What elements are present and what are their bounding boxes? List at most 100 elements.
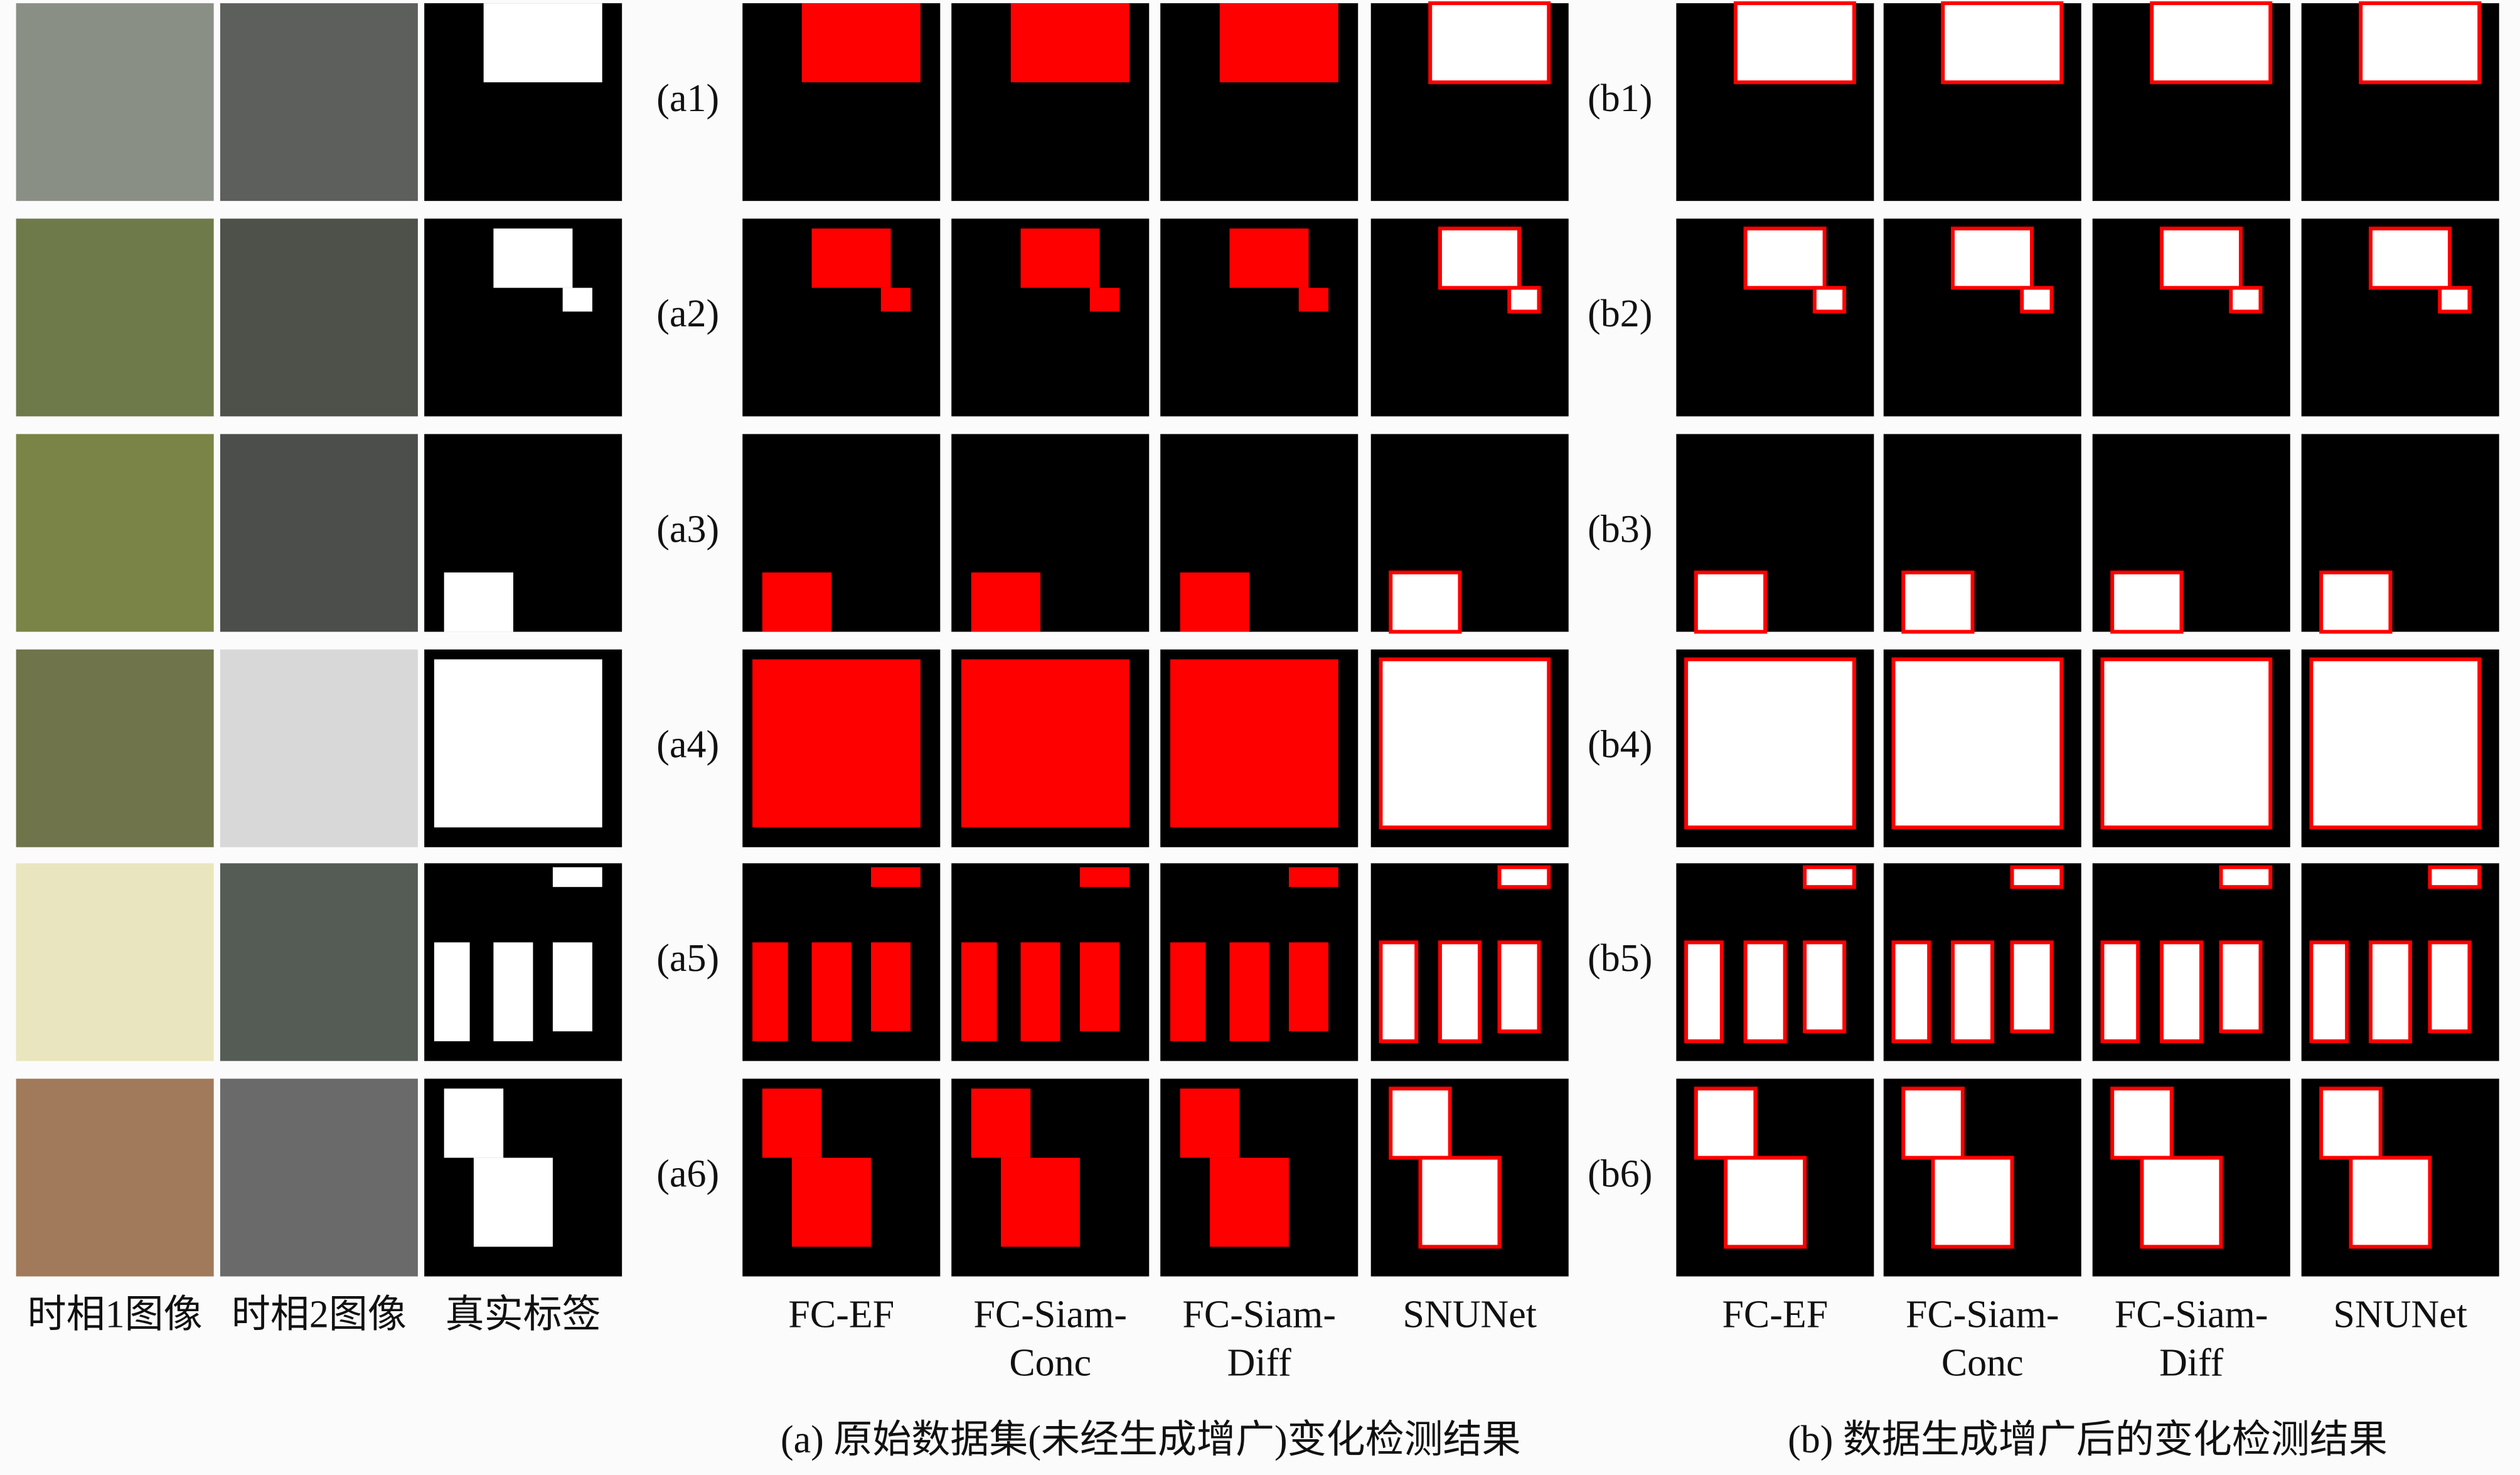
photo-t1 (16, 218, 214, 417)
column-label: FC-Siam- (1906, 1293, 2059, 1336)
row-label: (b4) (1588, 723, 1652, 766)
mask-region (1080, 942, 1120, 1032)
mask-region (880, 287, 911, 312)
mask-region (2159, 227, 2243, 290)
mask-region (1497, 940, 1541, 1034)
photo-t2 (220, 649, 418, 847)
mask-region (444, 1088, 504, 1158)
mask-region (552, 942, 592, 1032)
row-label: (a6) (656, 1152, 719, 1195)
caption: (b) 数据生成增广后的变化检测结果 (1788, 1419, 2388, 1461)
column-label: FC-Siam- (1182, 1293, 1336, 1336)
mask-region (1089, 287, 1120, 312)
mask-region (1219, 3, 1338, 83)
mask-region (971, 572, 1041, 632)
mask-region (1379, 657, 1551, 830)
mask-region (2368, 227, 2452, 290)
column-label: SNUNet (1402, 1293, 1537, 1336)
mask-region (444, 572, 513, 632)
mask-region (1438, 940, 1482, 1043)
row-label: (a3) (656, 508, 719, 550)
mask-region (493, 228, 573, 288)
mask-region (2110, 571, 2184, 634)
mask-region (2438, 286, 2472, 314)
mask-region (2100, 657, 2273, 830)
mask-region (483, 3, 602, 83)
mask-region (1020, 228, 1100, 288)
mask-region (811, 228, 891, 288)
mask-region (2140, 1156, 2223, 1249)
mask-region (1724, 1156, 1807, 1249)
mask-region (1497, 865, 1551, 889)
mask-region (811, 942, 852, 1041)
mask-region (1229, 942, 1269, 1041)
column-label: FC-EF (788, 1293, 894, 1336)
mask-region (1389, 1086, 1452, 1160)
mask-region (1891, 657, 2064, 830)
mask-region (961, 942, 997, 1041)
mask-region (1229, 228, 1309, 288)
mask-region (1941, 1, 2064, 85)
mask-region (2100, 940, 2140, 1043)
mask-region (1694, 1086, 1758, 1160)
photo-t1 (16, 1078, 214, 1277)
mask-region (1288, 942, 1328, 1032)
mask-region (552, 867, 602, 888)
mask-region (2319, 571, 2393, 634)
mask-region (1379, 940, 1419, 1043)
mask-region (1010, 3, 1129, 83)
mask-region (1180, 572, 1249, 632)
photo-t2 (220, 863, 418, 1061)
photo-t2 (220, 3, 418, 201)
mask-region (2219, 940, 2263, 1034)
mask-region (1298, 287, 1328, 312)
mask-region (1901, 1086, 1965, 1160)
photo-t2 (220, 1078, 418, 1277)
mask-region (1951, 940, 1995, 1043)
row-label: (a1) (656, 77, 719, 120)
mask-region (762, 1088, 822, 1158)
mask-region (752, 942, 788, 1041)
mask-region (473, 1157, 553, 1247)
column-label: 真实标签 (446, 1293, 601, 1336)
mask-region (562, 287, 592, 312)
column-label: Diff (1227, 1341, 1292, 1384)
column-label: FC-Siam- (973, 1293, 1127, 1336)
mask-region (1931, 1156, 2014, 1249)
mask-region (1001, 1157, 1081, 1247)
row-label: (b5) (1588, 937, 1652, 980)
mask-region (434, 659, 602, 828)
mask-region (1438, 227, 1521, 290)
mask-region (1803, 865, 1856, 889)
mask-region (1743, 227, 1827, 290)
mask-region (1812, 286, 1847, 314)
mask-region (1507, 286, 1541, 314)
mask-region (2010, 940, 2054, 1034)
mask-region (792, 1157, 872, 1247)
row-label: (b2) (1588, 292, 1652, 335)
mask-region (2428, 865, 2482, 889)
mask-region (1684, 657, 1856, 830)
mask-region (1743, 940, 1787, 1043)
mask-region (2349, 1156, 2432, 1249)
photo-t1 (16, 434, 214, 632)
photo-t1 (16, 3, 214, 201)
mask-region (2010, 865, 2064, 889)
row-label: (a2) (656, 292, 719, 335)
mask-region (2359, 1, 2482, 85)
column-label: 时相1图像 (28, 1293, 203, 1336)
column-label: SNUNet (2333, 1293, 2467, 1336)
mask-region (2428, 940, 2472, 1034)
mask-region (762, 572, 832, 632)
column-label: Conc (1941, 1341, 2024, 1384)
mask-region (2150, 1, 2273, 85)
mask-region (1901, 571, 1975, 634)
mask-region (1684, 940, 1724, 1043)
mask-region (1170, 942, 1206, 1041)
mask-region (961, 659, 1129, 828)
mask-region (2159, 940, 2203, 1043)
mask-region (1170, 659, 1338, 828)
mask-region (1428, 1, 1551, 85)
mask-region (493, 942, 533, 1041)
